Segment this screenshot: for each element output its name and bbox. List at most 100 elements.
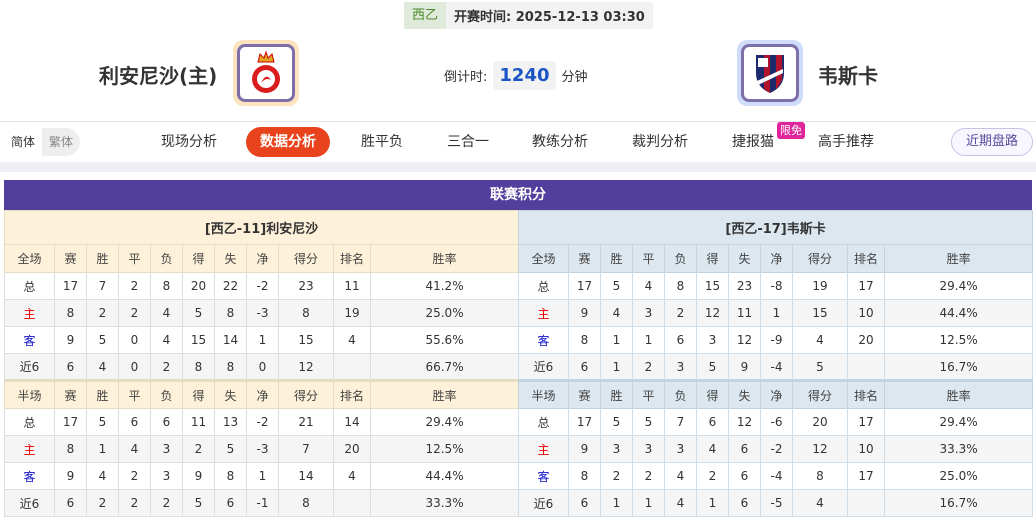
stat-cell: 4 — [792, 326, 848, 354]
stat-cell: 25.0% — [883, 462, 1034, 490]
recent-odds-button[interactable]: 近期盘路 — [951, 128, 1033, 156]
stat-cell: 15 — [182, 326, 215, 354]
stat-cell: 3 — [632, 435, 665, 463]
stat-cell: 5 — [600, 272, 633, 300]
stat-cell: 1 — [696, 489, 729, 517]
stat-cell: 29.4% — [369, 408, 520, 436]
stat-cell: 2 — [696, 462, 729, 490]
stat-cell: 9 — [568, 299, 601, 327]
tab-referee-analysis[interactable]: 裁判分析 — [632, 134, 688, 150]
stat-cell: 8 — [54, 435, 87, 463]
column-header: 平 — [118, 379, 151, 409]
stat-cell: 6 — [54, 353, 87, 381]
stat-cell: 1 — [600, 489, 633, 517]
stat-cell: 2 — [182, 435, 215, 463]
stat-cell: 5 — [214, 435, 247, 463]
stat-cell: 8 — [278, 489, 334, 517]
column-header: 胜率 — [883, 379, 1034, 409]
full-header-row: 全场赛胜平负得失净得分 排名 胜率 — [518, 244, 1034, 273]
stat-cell: 20 — [182, 272, 215, 300]
row-label: 客 — [4, 462, 55, 490]
stat-cell: 13 — [214, 408, 247, 436]
tab-data-analysis[interactable]: 数据分析 — [246, 127, 330, 157]
stat-cell: 11 — [333, 272, 371, 300]
stat-cell: 6 — [696, 408, 729, 436]
table-row: 主 8 2 2 4 5 8 -3 8 19 25.0% — [4, 299, 520, 327]
column-header: 负 — [664, 244, 697, 273]
stat-cell: 55.6% — [369, 326, 520, 354]
stat-cell: 15 — [696, 272, 729, 300]
tab-jiebaomao[interactable]: 捷报猫 — [732, 134, 774, 150]
stat-cell: 19 — [792, 272, 848, 300]
table-row: 主 9 3 3 3 4 6 -2 12 10 33.3% — [518, 435, 1034, 463]
team-caption: [西乙-11]利安尼沙 — [3, 210, 520, 245]
tab-three-in-one[interactable]: 三合一 — [447, 134, 489, 150]
stat-cell: 6 — [150, 408, 183, 436]
stat-cell: 14 — [278, 462, 334, 490]
stat-cell: -5 — [760, 489, 793, 517]
tab-win-draw-lose[interactable]: 胜平负 — [361, 134, 403, 150]
stat-cell: 4 — [632, 272, 665, 300]
stat-cell: 3 — [150, 462, 183, 490]
stat-cell: 12 — [792, 435, 848, 463]
table-row: 总 17 5 5 7 6 12 -6 20 17 29.4% — [518, 408, 1034, 436]
column-header: 得分 — [792, 379, 848, 409]
away-team-name[interactable]: 韦斯卡 — [818, 64, 878, 88]
tab-live-analysis[interactable]: 现场分析 — [161, 134, 217, 150]
stat-cell: 7 — [664, 408, 697, 436]
stat-cell: 6 — [118, 408, 151, 436]
stat-cell: 2 — [632, 462, 665, 490]
table-row: 近6 6 4 0 2 8 8 0 12 66.7% — [4, 353, 520, 381]
stat-cell: 12 — [278, 353, 334, 381]
stat-cell: 4 — [600, 299, 633, 327]
stat-cell: 8 — [182, 353, 215, 381]
stat-cell: 8 — [214, 462, 247, 490]
stat-cell: 16.7% — [883, 489, 1034, 517]
stat-cell: 4 — [696, 435, 729, 463]
stat-cell: 4 — [664, 489, 697, 517]
tab-coach-analysis[interactable]: 教练分析 — [532, 134, 588, 150]
stat-cell: 14 — [333, 408, 371, 436]
league-label: 西乙 — [404, 2, 447, 29]
stat-cell: 12 — [728, 408, 761, 436]
stat-cell: 2 — [118, 489, 151, 517]
stat-cell: -2 — [246, 272, 279, 300]
table-row: 总 17 7 2 8 20 22 -2 23 11 41.2% — [4, 272, 520, 300]
stat-cell: 17 — [568, 272, 601, 300]
stat-cell: 33.3% — [369, 489, 520, 517]
tab-expert-picks[interactable]: 高手推荐 — [818, 134, 874, 150]
column-header: 得分 — [278, 244, 334, 273]
kickoff-label: 开赛时间: — [454, 10, 512, 25]
stat-cell: 3 — [696, 326, 729, 354]
stat-cell: 2 — [118, 462, 151, 490]
stat-cell: 2 — [600, 462, 633, 490]
table-row: 客 9 4 2 3 9 8 1 14 4 44.4% — [4, 462, 520, 490]
home-team-name[interactable]: 利安尼沙(主) — [99, 64, 218, 88]
simplified-button[interactable]: 简体 — [4, 128, 43, 156]
stat-cell: 8 — [278, 299, 334, 327]
row-label: 总 — [4, 408, 55, 436]
stat-cell: 44.4% — [883, 299, 1034, 327]
stat-cell: 8 — [150, 272, 183, 300]
table-row: 近6 6 1 2 3 5 9 -4 5 16.7% — [518, 353, 1034, 381]
stat-cell: 3 — [664, 353, 697, 381]
stat-cell: 9 — [728, 353, 761, 381]
shield-crest-icon — [756, 55, 784, 93]
table-row: 客 9 5 0 4 15 14 1 15 4 55.6% — [4, 326, 520, 354]
stat-cell: 16.7% — [883, 353, 1034, 381]
row-label: 近6 — [518, 489, 569, 517]
stat-cell: 17 — [847, 408, 885, 436]
stat-cell: 3 — [150, 435, 183, 463]
stat-cell: 4 — [333, 326, 371, 354]
away-team-logo[interactable] — [737, 40, 803, 106]
row-label: 客 — [518, 462, 569, 490]
stat-cell: -4 — [760, 462, 793, 490]
stat-cell: 22 — [214, 272, 247, 300]
home-team-logo[interactable] — [233, 40, 299, 106]
full-header-row: 全场赛胜平负得失净得分 排名 胜率 — [4, 244, 520, 273]
stat-cell: 5 — [86, 326, 119, 354]
traditional-button[interactable]: 繁体 — [49, 135, 74, 149]
row-label: 近6 — [518, 353, 569, 381]
stat-cell: 8 — [54, 299, 87, 327]
table-row: 近6 6 2 2 2 5 6 -1 8 33.3% — [4, 489, 520, 517]
